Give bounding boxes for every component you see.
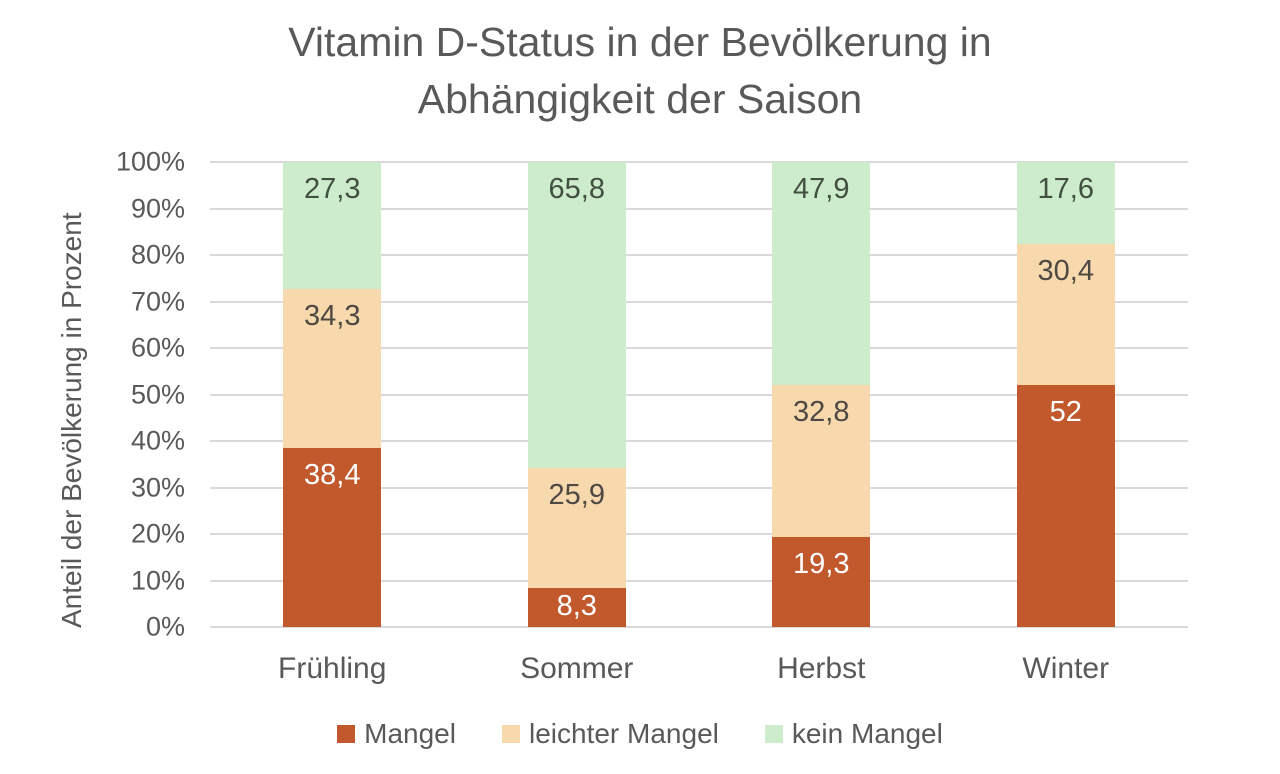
legend-item: Mangel xyxy=(337,718,456,750)
stacked-bar: 47,9 32,8 19,3 xyxy=(772,162,871,627)
gridline xyxy=(210,579,1188,582)
data-label: 38,4 xyxy=(304,459,361,492)
bar-segment: 65,8 xyxy=(527,162,626,468)
bars-layer: 27,3 34,3 38,4 65,8 25,9 8,3 47,9 32,8 19,3 17,6 3… xyxy=(210,162,1188,627)
stacked-bar: 27,3 34,3 38,4 xyxy=(283,162,382,627)
data-label: 30,4 xyxy=(1037,254,1094,287)
gridline xyxy=(210,161,1188,163)
data-label: 8,3 xyxy=(556,590,597,623)
bar-column: 65,8 25,9 8,3 xyxy=(455,162,700,627)
data-label: 25,9 xyxy=(548,478,605,511)
bar-segment: 8,3 xyxy=(527,588,626,627)
y-tick-label: 90% xyxy=(130,193,185,223)
legend-swatch xyxy=(337,725,356,743)
y-tick-label: 30% xyxy=(130,472,185,502)
gridline xyxy=(210,347,1188,349)
data-label: 52 xyxy=(1049,396,1082,429)
x-axis-label: Frühling xyxy=(278,652,387,685)
legend-swatch xyxy=(501,725,520,743)
bar-segment: 52 xyxy=(1016,385,1115,627)
legend-item: leichter Mangel xyxy=(501,718,719,750)
y-tick-label: 60% xyxy=(130,332,185,363)
gridline xyxy=(210,300,1188,303)
y-tick-label: 0% xyxy=(145,611,185,642)
gridline xyxy=(210,254,1188,256)
gridline xyxy=(210,533,1188,535)
bar-segment: 32,8 xyxy=(772,384,871,538)
data-label: 17,6 xyxy=(1037,173,1094,205)
plot-area: 27,3 34,3 38,4 65,8 25,9 8,3 47,9 32,8 19,3 17,6 3… xyxy=(210,161,1188,628)
legend-item: kein Mangel xyxy=(764,718,943,750)
data-label: 47,9 xyxy=(793,173,850,205)
stacked-bar: 65,8 25,9 8,3 xyxy=(527,162,626,627)
bar-segment: 17,6 xyxy=(1016,162,1115,244)
legend: Mangel leichter Mangel kein Mangel xyxy=(0,718,1280,750)
legend-label: Mangel xyxy=(364,718,456,749)
y-tick-label: 70% xyxy=(130,286,185,316)
bar-column: 17,6 30,4 52 xyxy=(944,162,1189,627)
gridline xyxy=(210,626,1188,628)
bar-segment: 25,9 xyxy=(527,467,626,589)
bar-segment: 34,3 xyxy=(283,288,382,449)
gridline xyxy=(210,207,1188,210)
bar-column: 47,9 32,8 19,3 xyxy=(699,162,944,627)
y-tick-label: 100% xyxy=(115,146,185,177)
stacked-bar: 17,6 30,4 52 xyxy=(1016,162,1115,627)
bar-segment: 38,4 xyxy=(283,448,382,627)
x-axis-label: Sommer xyxy=(520,652,634,685)
y-tick-label: 50% xyxy=(130,379,185,409)
legend-label: leichter Mangel xyxy=(528,718,719,749)
y-tick-label: 10% xyxy=(130,565,185,595)
bar-column: 27,3 34,3 38,4 xyxy=(210,162,455,627)
legend-label: kein Mangel xyxy=(791,718,943,749)
y-tick-label: 80% xyxy=(130,239,185,270)
bar-segment: 27,3 xyxy=(283,162,382,289)
data-label: 32,8 xyxy=(793,395,850,428)
y-axis-ticks: 0% 10% 20% 30% 40% 50% 60% 70% 80% 90% 100% xyxy=(60,148,185,640)
x-axis-label: Winter xyxy=(1022,652,1110,685)
gridline xyxy=(210,486,1188,489)
chart-title: Vitamin D-Status in der Bevölkerung in A… xyxy=(288,19,992,123)
bar-segment: 30,4 xyxy=(1016,243,1115,386)
legend-swatch xyxy=(764,725,783,743)
y-tick-label: 20% xyxy=(130,518,185,549)
gridline xyxy=(210,393,1188,396)
x-axis-label: Herbst xyxy=(777,652,866,685)
gridline xyxy=(210,440,1188,442)
bar-segment: 19,3 xyxy=(772,537,871,627)
data-label: 34,3 xyxy=(304,299,361,332)
bar-segment: 47,9 xyxy=(772,162,871,385)
x-axis-labels: Frühling Sommer Herbst Winter xyxy=(210,652,1188,686)
y-tick-label: 40% xyxy=(130,425,185,456)
data-label: 27,3 xyxy=(304,173,361,205)
data-label: 65,8 xyxy=(548,173,605,205)
data-label: 19,3 xyxy=(793,548,850,581)
